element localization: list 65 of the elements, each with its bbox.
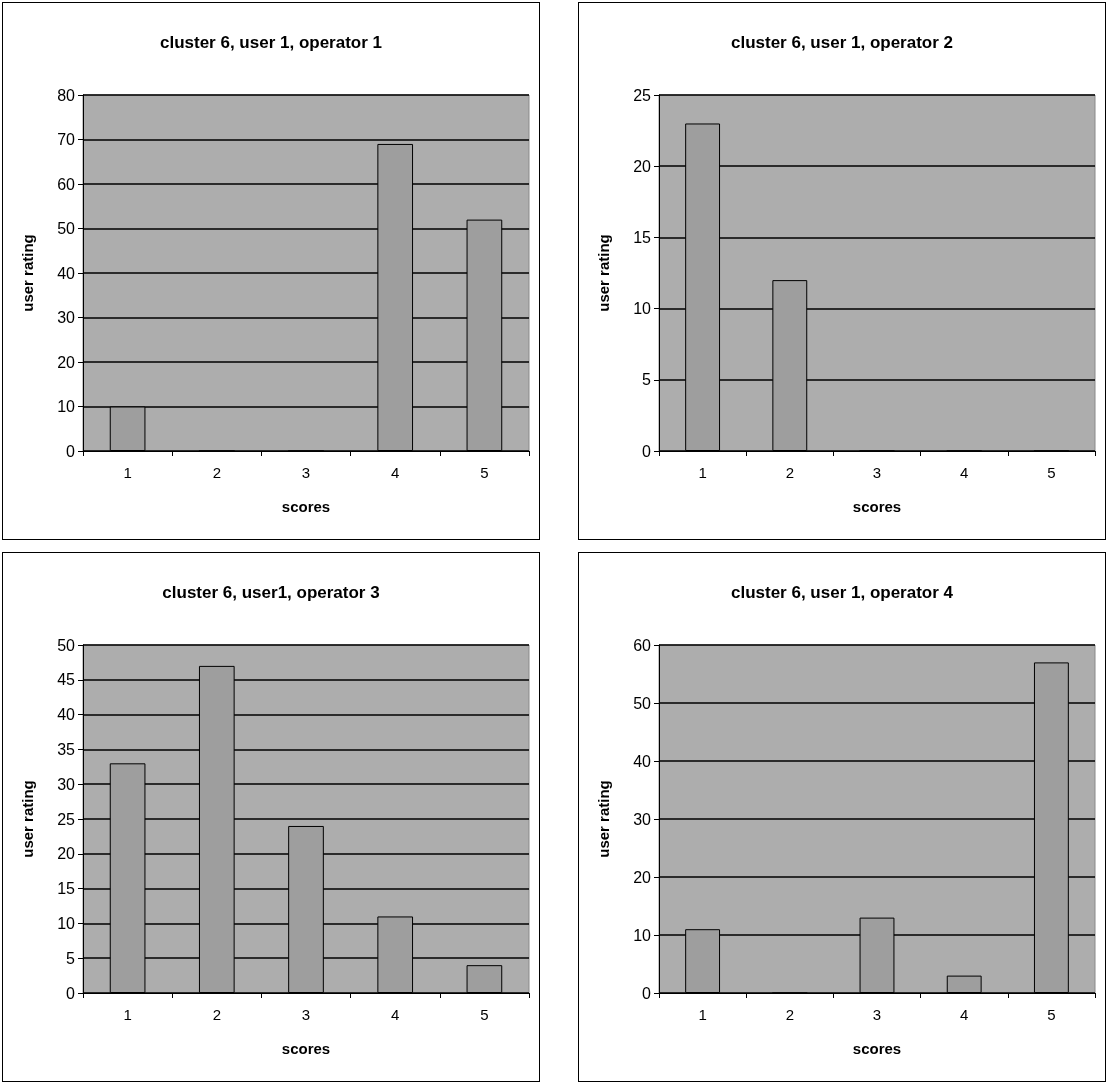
x-tick-label: 4 [960,1006,969,1023]
y-tick-label: 15 [633,228,652,246]
y-tick-label: 5 [66,949,76,967]
y-tick-label: 50 [57,220,76,237]
x-tick-label: 5 [1047,1006,1056,1023]
y-tick-label: 5 [642,371,652,389]
x-tick-label: 2 [785,464,794,481]
y-tick-label: 10 [57,398,76,415]
x-axis-title: scores [281,498,331,515]
y-tick-label: 30 [57,309,76,326]
chart-title: cluster 6, user 1, operator 4 [730,583,954,602]
x-tick-label: 1 [698,464,707,481]
y-tick-label: 20 [633,868,652,886]
y-tick-label: 0 [66,442,76,460]
x-axis-title: scores [852,498,902,515]
y-tick-label: 80 [57,86,76,104]
x-tick-label: 5 [480,464,489,481]
y-tick-label: 40 [57,706,76,724]
y-axis-title: user rating [595,780,612,858]
y-tick-label: 20 [57,845,76,863]
y-tick-label: 30 [57,775,76,793]
x-tick-label: 3 [872,464,882,481]
y-tick-label: 60 [633,636,652,654]
y-tick-label: 0 [66,984,76,1002]
y-tick-label: 25 [633,86,652,104]
x-tick-label: 2 [212,1006,221,1023]
x-tick-label: 3 [301,464,311,481]
chart-title: cluster 6, user 1, operator 1 [159,33,383,52]
y-tick-label: 10 [633,300,652,318]
y-tick-label: 50 [633,694,652,712]
y-tick-label: 20 [633,157,652,175]
x-tick-label: 3 [301,1006,311,1023]
y-tick-label: 40 [57,264,76,282]
x-tick-label: 3 [872,1006,882,1023]
x-tick-label: 1 [123,464,132,481]
x-tick-label: 4 [391,1006,400,1023]
x-tick-label: 1 [698,1006,707,1023]
y-axis-title: user rating [19,234,36,312]
y-tick-label: 10 [633,926,652,944]
x-tick-label: 4 [391,464,400,481]
y-axis-title: user rating [19,780,36,858]
y-tick-label: 0 [642,442,652,460]
y-tick-label: 30 [633,810,652,828]
y-axis-title: user rating [595,234,612,312]
x-tick-label: 2 [785,1006,794,1023]
x-tick-label: 5 [1047,464,1056,481]
y-tick-label: 10 [57,914,76,932]
x-tick-label: 4 [960,464,969,481]
x-tick-label: 5 [480,1006,489,1023]
y-tick-label: 40 [633,752,652,770]
y-tick-label: 35 [57,740,76,758]
y-tick-label: 45 [57,671,76,689]
y-tick-label: 60 [57,175,76,193]
chart-title: cluster 6, user1, operator 3 [162,583,380,602]
y-tick-label: 20 [57,353,76,371]
chart-title: cluster 6, user 1, operator 2 [730,33,954,52]
x-axis-title: scores [281,1040,331,1057]
x-tick-label: 2 [212,464,221,481]
x-axis-title: scores [852,1040,902,1057]
y-tick-label: 25 [57,810,76,828]
y-tick-label: 50 [57,636,76,654]
y-tick-label: 70 [57,131,76,148]
y-tick-label: 15 [57,880,76,898]
y-tick-label: 0 [642,984,652,1002]
x-tick-label: 1 [123,1006,132,1023]
